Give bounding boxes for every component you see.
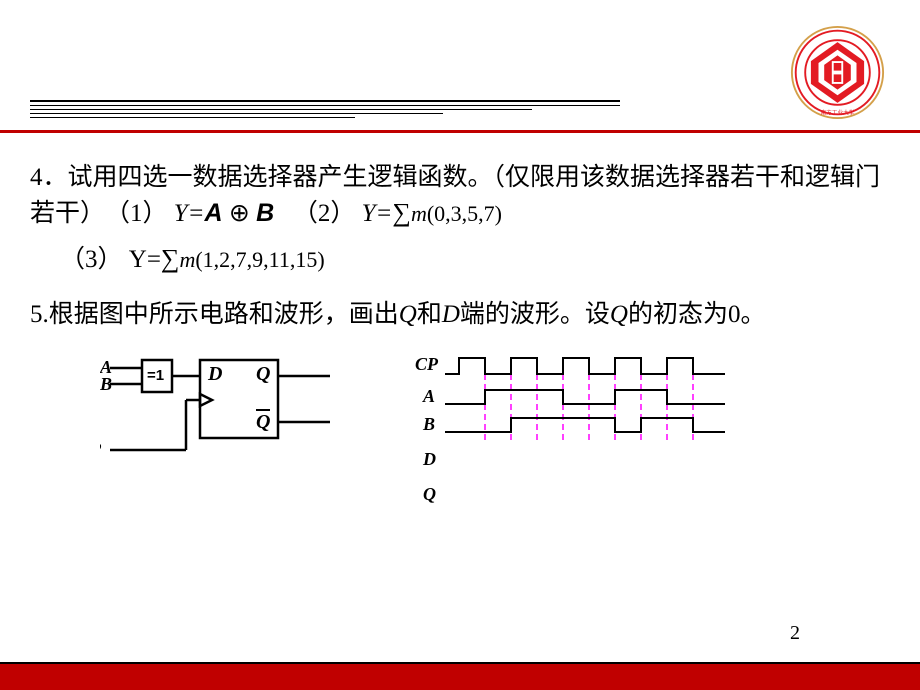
q5-text3: 的初态为0。 [628,301,766,328]
q5-q: Q [399,301,417,328]
circuit-diagram: A B CP =1 D Q Q [100,350,345,535]
q4-eq2-y: Y= [362,200,393,227]
header-red-rule [0,130,920,133]
q4-eq3-sigma: ∑ [161,244,180,273]
q4-eq1-y: Y= [174,200,205,227]
q4-eq3-m: m [179,247,195,272]
circuit-label-D: D [207,363,222,385]
timing-label-CP: CP [415,354,439,374]
footer-red-bar [0,662,920,690]
q5-q2: Q [610,301,628,328]
q4-part2-label: （2） [280,200,355,227]
timing-diagram: CP A B D Q [415,350,745,535]
circuit-label-Qbar: Q [256,411,270,433]
content-area: 4．试用四选一数据选择器产生逻辑函数。（仅限用该数据选择器若干和逻辑门若干） （… [30,160,900,332]
svg-text:南方工业大学: 南方工业大学 [820,108,854,116]
question-4: 4．试用四选一数据选择器产生逻辑函数。（仅限用该数据选择器若干和逻辑门若干） （… [30,160,900,231]
q5-text1: 5.根据图中所示电路和波形，画出 [30,301,399,328]
circuit-xor-label: =1 [147,367,164,384]
q5-and: 和 [417,301,442,328]
q4-eq2-m: m [411,201,427,226]
university-logo-icon: 南方工业大学 [790,25,885,120]
q4-eq2-sigma: ∑ [392,198,411,227]
circuit-label-Q: Q [256,363,270,385]
q4-eq1-xor: ⊕ [229,200,250,227]
page-number: 2 [790,622,800,645]
q4-eq3-terms: (1,2,7,9,11,15) [195,247,324,272]
header-hairlines [30,100,620,118]
q5-text2: 端的波形。设 [460,301,610,328]
q4-prefix: 4． [30,164,68,191]
q4-part3-label: （3） [60,246,123,273]
timing-label-A: A [422,386,435,406]
q4-eq1-b: B [256,199,274,227]
q4-eq1-a: A [205,199,223,227]
figure-row: A B CP =1 D Q Q CP A B [30,350,900,535]
q4-eq2-terms: (0,3,5,7) [427,201,502,226]
timing-label-B: B [422,414,435,434]
q5-d: D [442,301,460,328]
timing-label-D: D [422,449,436,469]
question-4-part3: （3） Y=∑m(1,2,7,9,11,15) [60,239,900,275]
circuit-label-B: B [100,374,112,394]
circuit-label-CP2: CP [100,439,102,459]
timing-label-Q: Q [423,484,436,504]
question-5: 5.根据图中所示电路和波形，画出Q和D端的波形。设Q的初态为0。 [30,297,900,332]
q4-eq3-y: Y= [129,246,161,273]
